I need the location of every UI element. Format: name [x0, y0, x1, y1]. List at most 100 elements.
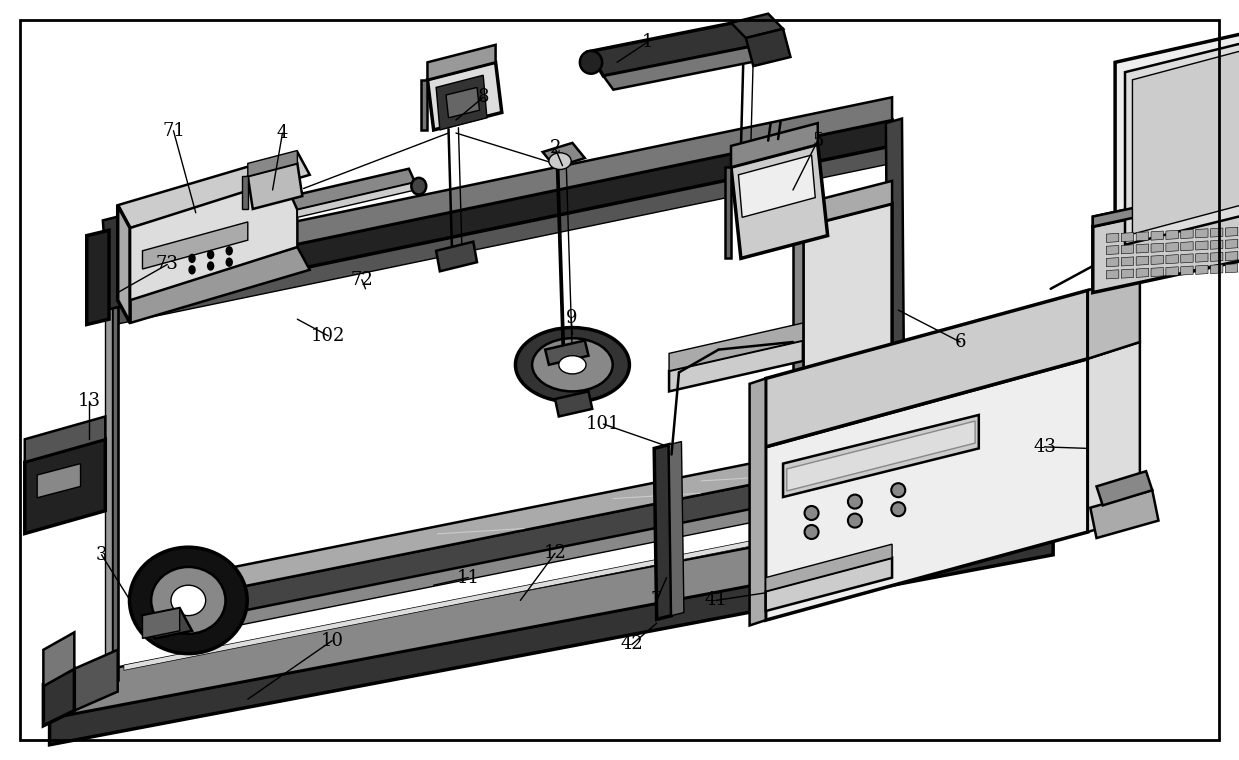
- Polygon shape: [1151, 231, 1163, 240]
- Polygon shape: [1151, 268, 1163, 277]
- Polygon shape: [1181, 266, 1193, 275]
- Ellipse shape: [804, 525, 819, 539]
- Text: 8: 8: [477, 88, 489, 106]
- Polygon shape: [43, 632, 74, 686]
- Polygon shape: [1225, 239, 1238, 249]
- Ellipse shape: [804, 506, 819, 520]
- Polygon shape: [545, 340, 589, 365]
- Polygon shape: [1196, 241, 1208, 250]
- Ellipse shape: [171, 585, 206, 616]
- Polygon shape: [142, 608, 180, 638]
- Polygon shape: [1211, 240, 1223, 249]
- Polygon shape: [1151, 255, 1163, 264]
- Polygon shape: [1181, 242, 1193, 251]
- Polygon shape: [799, 382, 833, 429]
- Polygon shape: [248, 150, 297, 176]
- Polygon shape: [1196, 253, 1208, 262]
- Ellipse shape: [130, 547, 247, 654]
- Polygon shape: [731, 14, 783, 38]
- Polygon shape: [248, 163, 302, 209]
- Text: 41: 41: [705, 591, 727, 610]
- Polygon shape: [543, 143, 585, 167]
- Ellipse shape: [580, 51, 602, 74]
- Polygon shape: [436, 75, 487, 130]
- Text: 10: 10: [321, 632, 343, 650]
- Ellipse shape: [847, 514, 862, 527]
- Polygon shape: [669, 442, 684, 616]
- Ellipse shape: [190, 255, 195, 262]
- Polygon shape: [766, 359, 1088, 620]
- Polygon shape: [1166, 242, 1178, 252]
- Polygon shape: [118, 205, 130, 323]
- Polygon shape: [112, 97, 892, 283]
- Polygon shape: [421, 80, 427, 130]
- Text: 7: 7: [650, 591, 663, 610]
- Polygon shape: [427, 45, 496, 80]
- Polygon shape: [427, 62, 502, 130]
- Polygon shape: [118, 152, 310, 228]
- Polygon shape: [725, 167, 731, 258]
- Ellipse shape: [559, 356, 586, 374]
- Polygon shape: [1166, 255, 1178, 264]
- Polygon shape: [1136, 268, 1149, 277]
- Polygon shape: [731, 144, 828, 258]
- Text: 72: 72: [351, 271, 373, 289]
- Text: 11: 11: [457, 568, 479, 587]
- Polygon shape: [173, 424, 1053, 625]
- Polygon shape: [1097, 471, 1152, 505]
- Polygon shape: [1125, 40, 1239, 245]
- Text: 42: 42: [621, 635, 643, 654]
- Polygon shape: [50, 528, 1053, 745]
- Polygon shape: [803, 181, 892, 226]
- Text: 12: 12: [544, 544, 566, 562]
- Ellipse shape: [227, 247, 232, 255]
- Polygon shape: [103, 215, 130, 309]
- Polygon shape: [118, 228, 130, 300]
- Polygon shape: [142, 608, 192, 638]
- Polygon shape: [242, 176, 248, 209]
- Text: 13: 13: [78, 392, 100, 410]
- Polygon shape: [1115, 29, 1239, 258]
- Polygon shape: [1088, 342, 1140, 532]
- Polygon shape: [1132, 49, 1239, 234]
- Polygon shape: [555, 391, 592, 416]
- Polygon shape: [43, 669, 74, 726]
- Polygon shape: [1225, 227, 1238, 236]
- Polygon shape: [112, 146, 892, 325]
- Polygon shape: [1181, 254, 1193, 263]
- Text: 1: 1: [642, 33, 654, 51]
- Polygon shape: [1106, 233, 1119, 242]
- Polygon shape: [1121, 257, 1134, 266]
- Polygon shape: [112, 120, 892, 308]
- Polygon shape: [1121, 245, 1134, 254]
- Ellipse shape: [847, 495, 862, 508]
- Text: 43: 43: [1033, 438, 1056, 456]
- Text: 2: 2: [549, 139, 561, 157]
- Text: 5: 5: [812, 131, 824, 150]
- Polygon shape: [105, 260, 112, 680]
- Polygon shape: [436, 242, 477, 271]
- Polygon shape: [1093, 179, 1239, 226]
- Polygon shape: [173, 443, 1053, 638]
- Polygon shape: [1136, 244, 1149, 253]
- Ellipse shape: [208, 251, 213, 258]
- Polygon shape: [1106, 270, 1119, 279]
- Polygon shape: [1196, 229, 1208, 238]
- Polygon shape: [173, 403, 1053, 600]
- Polygon shape: [750, 378, 766, 625]
- Polygon shape: [1088, 274, 1140, 359]
- Text: 6: 6: [954, 333, 966, 351]
- Ellipse shape: [190, 266, 195, 274]
- Ellipse shape: [515, 328, 629, 402]
- Polygon shape: [297, 182, 415, 217]
- Polygon shape: [1225, 264, 1238, 273]
- Polygon shape: [1151, 243, 1163, 252]
- Polygon shape: [654, 445, 672, 619]
- Polygon shape: [1093, 179, 1239, 226]
- Polygon shape: [793, 226, 803, 409]
- Polygon shape: [1211, 252, 1223, 261]
- Polygon shape: [787, 421, 975, 491]
- Ellipse shape: [891, 483, 906, 497]
- Polygon shape: [1211, 264, 1223, 274]
- Polygon shape: [1196, 265, 1208, 274]
